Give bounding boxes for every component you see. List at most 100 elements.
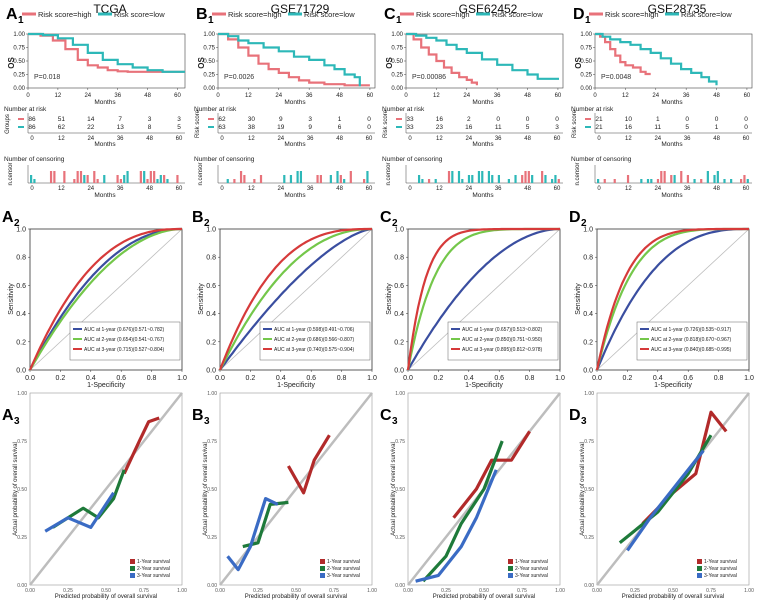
number-at-risk-high: 3 [308, 116, 312, 123]
number-at-risk-title: Number at risk [4, 106, 47, 113]
censor-bar [243, 175, 246, 183]
censor-bar [349, 171, 352, 183]
km-x-axis-label: Months [472, 99, 494, 106]
km-y-tick-label: 0.50 [391, 59, 403, 65]
censor-x-tick-label: 12 [436, 186, 443, 192]
roc-plot-frame [29, 228, 183, 371]
calibration-legend-label-2: 2-Year survival [137, 566, 170, 572]
legend-low-label: Risk score=low [492, 10, 543, 19]
calibration-legend-label-1: 1-Year survival [137, 559, 170, 565]
roc-curve-3-year [218, 227, 372, 371]
number-at-risk-high: 3 [177, 116, 181, 123]
risk-x-tick-label: 36 [117, 136, 124, 142]
censor-bar [30, 175, 33, 183]
risk-x-tick-label: 12 [58, 136, 65, 142]
calibration-curve-2-year [422, 440, 504, 583]
number-at-risk-high: 0 [496, 116, 500, 123]
calibration-y-tick-label: 0.25 [395, 535, 405, 541]
calibration-legend-swatch [320, 573, 325, 578]
number-at-risk-high: 33 [406, 116, 414, 123]
calibration-curve-1-year [641, 410, 728, 525]
roc-x-tick-label: 0.2 [623, 375, 633, 382]
calibration-legend-swatch [508, 559, 513, 564]
calibration-x-tick-label: 0.75 [139, 588, 149, 594]
roc-curve-2-year [219, 227, 372, 371]
calibration-ideal-line [29, 392, 183, 586]
legend-high-label: Risk score=high [416, 10, 470, 19]
roc-y-tick-label: 1.0 [583, 227, 593, 234]
calibration-x-tick-label: 0.00 [403, 588, 413, 594]
calibration-y-axis-label: Actual probability of overall survival [13, 442, 19, 536]
calibration-legend-swatch [508, 573, 513, 578]
km-y-tick-label: 1.00 [580, 32, 592, 38]
km-x-tick-label: 60 [367, 93, 374, 99]
roc-reference-line [219, 228, 373, 371]
calibration-y-tick-label: 0.25 [207, 535, 217, 541]
censor-bar [673, 175, 676, 183]
calibration-y-tick-label: 0.75 [207, 439, 217, 445]
km-x-tick-label: 48 [524, 93, 531, 99]
km-x-tick-label: 0 [404, 93, 408, 99]
km-x-tick-label: 60 [174, 93, 181, 99]
censor-bar [686, 175, 690, 183]
roc-x-axis-label: 1-Specificity [654, 382, 692, 389]
calibration-ideal-line [219, 392, 373, 586]
panel-subscript-B1: 1 [208, 15, 214, 26]
censor-bar [233, 179, 236, 183]
censor-x-tick-label: 24 [654, 186, 661, 192]
calibration-x-tick-label: 0.25 [253, 588, 263, 594]
calibration-legend-swatch [320, 559, 325, 564]
censor-bar [336, 171, 339, 183]
risk-x-tick-label: 24 [654, 136, 661, 142]
calibration-y-tick-label: 1.00 [17, 391, 27, 397]
roc-x-tick-label: 0.4 [653, 375, 663, 382]
number-at-risk-low: 5 [177, 124, 181, 131]
censor-y-axis-label: n.censor [8, 162, 14, 185]
censor-bar [329, 175, 332, 183]
km-y-tick-label: 0.75 [391, 46, 403, 52]
km-y-tick-label: 1.00 [203, 32, 215, 38]
censor-bar [253, 179, 256, 183]
km-x-tick-label: 36 [683, 93, 690, 99]
roc-x-tick-label: 0.0 [403, 375, 413, 382]
roc-y-axis-label: Sensitivity [575, 283, 582, 315]
roc-legend-auc-1: AUC at 1-year (0.657)(0.513~0.802) [462, 327, 543, 333]
risk-x-tick-label: 24 [277, 136, 284, 142]
roc-curve-1-year [595, 227, 749, 371]
roc-x-tick-label: 0.4 [276, 375, 286, 382]
censor-x-tick-label: 0 [597, 186, 601, 192]
number-at-risk-low: 16 [625, 124, 633, 131]
number-censoring-title: Number of censoring [4, 156, 65, 163]
risk-x-tick-label: 48 [146, 136, 153, 142]
calibration-y-tick-label: 0.25 [17, 535, 27, 541]
censor-x-tick-label: 36 [684, 186, 691, 192]
risk-x-tick-label: 60 [554, 136, 561, 142]
roc-legend-box [636, 321, 748, 361]
km-y-tick-label: 1.00 [391, 32, 403, 38]
calibration-x-tick-label: 0.75 [517, 588, 527, 594]
roc-y-tick-label: 0.6 [394, 283, 404, 290]
risk-x-axis-label: Months [94, 141, 116, 148]
km-y-tick-label: 0.75 [580, 46, 592, 52]
censor-bar [716, 171, 719, 183]
roc-x-axis-label: 1-Specificity [87, 382, 125, 389]
number-at-risk-high: 30 [248, 116, 256, 123]
censor-bar [544, 175, 547, 183]
roc-legend-auc-1: AUC at 1-year (0.676)(0.571~0.782) [84, 327, 165, 333]
censor-x-tick-label: 48 [524, 186, 531, 192]
roc-curve-2-year [29, 227, 183, 371]
calibration-legend-label-3: 3-Year survival [137, 573, 170, 579]
calibration-plot-frame [29, 392, 183, 586]
number-at-risk-high: 16 [436, 116, 444, 123]
censor-x-tick-label: 48 [336, 186, 343, 192]
roc-x-tick-label: 1.0 [744, 375, 754, 382]
number-at-risk-high: 0 [715, 116, 719, 123]
calibration-legend-swatch [508, 566, 513, 571]
roc-y-tick-label: 0.4 [206, 311, 216, 318]
km-curve-high [28, 32, 185, 73]
censor-bar [366, 171, 369, 183]
roc-y-tick-label: 0.0 [394, 368, 404, 375]
censor-bar [524, 171, 527, 183]
censor-bar [259, 175, 263, 183]
